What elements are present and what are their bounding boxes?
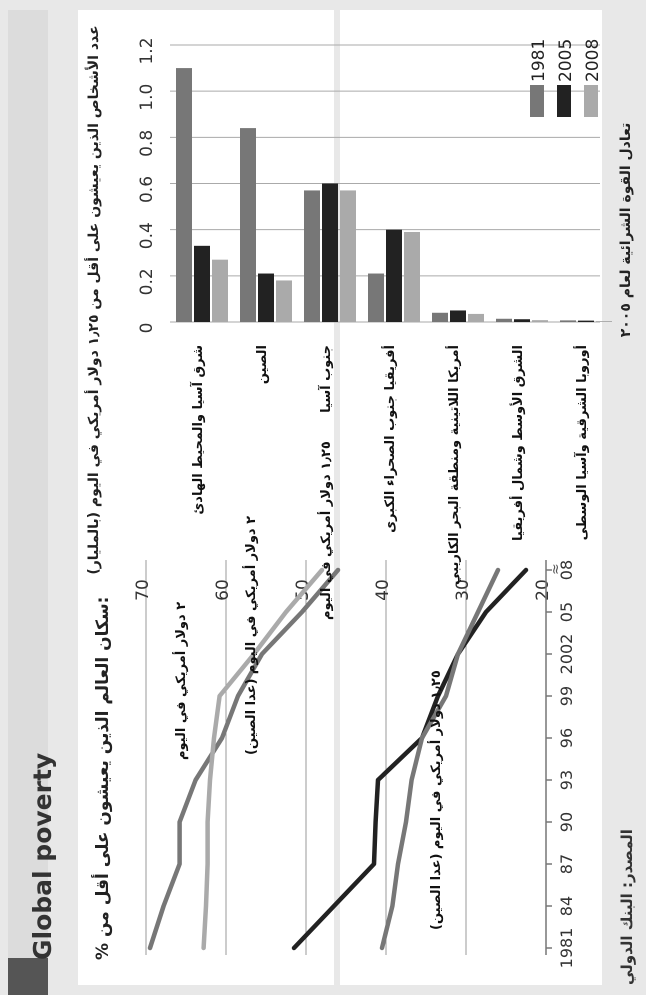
legend-swatch xyxy=(530,85,544,117)
legend-swatch xyxy=(557,85,571,117)
y-tick-label: 0.8 xyxy=(137,130,157,157)
line-chart-title: % سكان العالم الذين يعيشون على أقل من: xyxy=(91,597,113,960)
ppp-note: تعادل القوة الشرائية لعام ٢٠٠٥ xyxy=(618,123,634,338)
bar xyxy=(432,312,448,322)
bar xyxy=(212,259,228,322)
y-tick-label: 40 xyxy=(373,579,393,601)
source-note: المصدر: البنك الدولي xyxy=(618,829,636,985)
x-tick-label: 08 xyxy=(557,560,576,580)
bar xyxy=(560,320,576,322)
category-label: الشرق الأوسط وشمال أفريقيا xyxy=(509,345,526,541)
bar xyxy=(450,310,466,322)
corner-mark xyxy=(8,958,48,995)
bar-chart-title: عدد الأشخاص الذين يعيشون على أقل من ١٫٢٥… xyxy=(84,25,102,574)
y-tick-label: 0 xyxy=(137,323,157,334)
bar xyxy=(368,273,384,322)
bar xyxy=(176,68,192,322)
x-tick-label: 96 xyxy=(557,728,576,748)
category-label: أمريكا اللاتينية ومنطقة البحر الكاريبي xyxy=(445,345,462,585)
bar xyxy=(276,280,292,322)
bar xyxy=(340,190,356,322)
bar xyxy=(240,128,256,322)
y-tick-label: 0.4 xyxy=(137,222,157,249)
bar xyxy=(386,229,402,322)
bar xyxy=(194,245,210,322)
series-line-1 xyxy=(201,567,325,951)
bar xyxy=(304,190,320,322)
series-line-3 xyxy=(379,567,501,951)
bar-chart-panel xyxy=(340,10,602,985)
legend-label: 2005 xyxy=(556,39,576,82)
y-tick-label: 0.2 xyxy=(137,268,157,295)
y-tick-label: 1.0 xyxy=(137,84,157,111)
y-tick-label: 30 xyxy=(453,579,473,601)
x-tick-label: 87 xyxy=(557,854,576,874)
y-tick-label: 1.2 xyxy=(137,37,157,64)
bar-chart: 0 0.2 0.4 0.6 0.8 1.0 1.2 عدد الأشخاص الذين يعي… xyxy=(84,25,634,585)
x-tick-label: 99 xyxy=(557,686,576,706)
side-band xyxy=(8,10,48,995)
category-label: أوروبا الشرقية وآسيا الوسطى xyxy=(573,345,590,540)
bar xyxy=(496,318,512,322)
x-tick-label: 05 xyxy=(557,602,576,622)
y-tick-label: 70 xyxy=(133,579,153,601)
axis-break-mark: ≈ xyxy=(548,563,564,575)
y-tick-label: 60 xyxy=(213,579,233,601)
series-line-2 xyxy=(291,567,529,951)
series-label: ٢ دولار أمريكي في اليوم (عدا الصين) xyxy=(242,516,259,755)
bar xyxy=(322,183,338,322)
x-tick-label: 90 xyxy=(557,812,576,832)
bar xyxy=(514,319,530,322)
series-label: ١٫٢٥ دولار أمريكي في اليوم (عدا الصين) xyxy=(427,670,444,930)
x-tick-label: 2002 xyxy=(557,634,576,675)
series-line-0 xyxy=(147,567,341,951)
category-label: الصين xyxy=(255,345,270,384)
bar xyxy=(596,321,612,322)
bar xyxy=(468,313,484,322)
category-label: أفريقيا جنوب الصحراء الكبرى xyxy=(381,345,398,533)
category-label: جنوب آسيا xyxy=(317,345,334,413)
x-tick-label: 93 xyxy=(557,770,576,790)
bar xyxy=(578,320,594,322)
bar xyxy=(532,320,548,322)
y-tick-label: 20 xyxy=(533,579,553,601)
bar xyxy=(258,273,274,322)
series-label: ١٫٢٥ دولار أمريكي في اليوم xyxy=(317,441,334,620)
bar xyxy=(404,231,420,322)
legend-label: 2008 xyxy=(583,39,603,82)
category-label: شرق آسيا والمحيط الهادئ xyxy=(189,345,206,515)
x-tick-label: 84 xyxy=(557,896,576,916)
y-tick-label: 0.6 xyxy=(137,176,157,203)
legend-swatch xyxy=(584,85,598,117)
series-label: ٢ دولار أمريكي في اليوم xyxy=(172,602,189,760)
x-tick-label: 1981 xyxy=(557,928,576,969)
legend-label: 1981 xyxy=(529,39,549,82)
